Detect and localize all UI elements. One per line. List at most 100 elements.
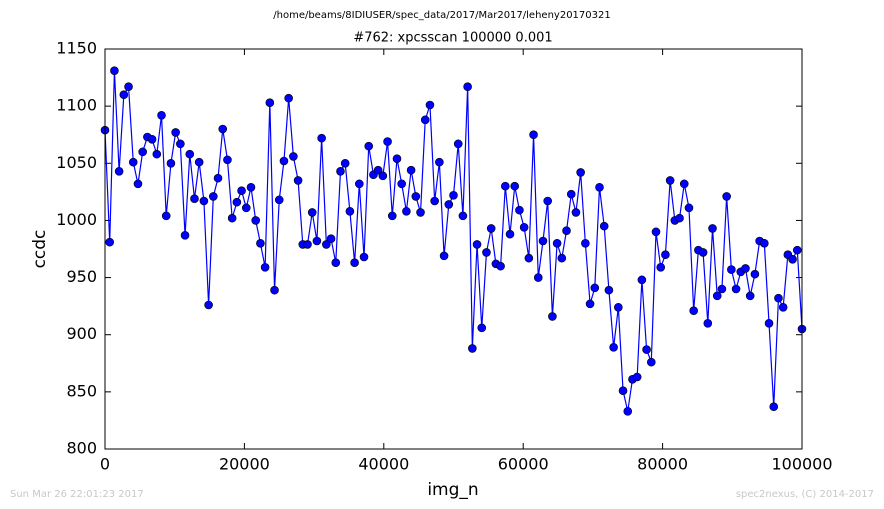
data-point [378, 171, 388, 181]
y-tick-label: 850 [66, 381, 97, 400]
data-point [185, 149, 195, 159]
data-point [486, 224, 496, 233]
data-point [646, 357, 656, 367]
data-point [430, 196, 439, 206]
data-point [293, 176, 303, 185]
data-point [637, 275, 647, 285]
data-point [444, 200, 454, 209]
data-point [482, 248, 491, 257]
data-point [590, 283, 600, 293]
data-point [712, 291, 722, 301]
data-point [510, 181, 520, 191]
data-point [364, 141, 374, 151]
data-point [477, 323, 487, 333]
data-point [373, 165, 383, 175]
data-point [792, 245, 802, 255]
data-point [665, 176, 675, 185]
data-point [543, 196, 552, 206]
data-point [524, 253, 534, 263]
data-point [778, 302, 788, 312]
data-point [519, 222, 529, 232]
data-point [708, 224, 717, 233]
data-point [684, 203, 694, 213]
data-point [599, 221, 609, 231]
data-point [355, 179, 364, 189]
data-point [322, 240, 331, 249]
x-tick-label: 20000 [219, 455, 270, 474]
data-point [722, 192, 731, 201]
data-point [453, 139, 463, 149]
data-point [750, 269, 760, 279]
data-point [350, 258, 359, 268]
data-point [576, 168, 585, 177]
data-point [562, 226, 571, 236]
data-point [717, 284, 727, 294]
data-point [397, 179, 406, 189]
data-point [661, 250, 670, 260]
data-point [246, 182, 256, 192]
data-point [119, 90, 129, 100]
data-point [317, 133, 326, 143]
data-point [237, 186, 246, 196]
data-point [548, 312, 557, 321]
data-point [289, 152, 298, 161]
data-point [406, 165, 416, 175]
data-point [505, 229, 515, 239]
data-point [303, 240, 312, 249]
data-point [256, 238, 265, 248]
data-point [190, 194, 199, 204]
y-tick-label: 1000 [56, 210, 97, 229]
data-point [194, 157, 204, 167]
chart-title: /home/beams/8IDIUSER/spec_data/2017/Mar2… [273, 10, 610, 21]
data-point [105, 237, 115, 247]
data-point [496, 261, 505, 271]
footer-right: spec2nexus, (C) 2014-2017 [736, 489, 874, 500]
data-point [642, 345, 651, 354]
data-point [270, 285, 279, 295]
data-point [774, 293, 783, 303]
data-point [166, 158, 176, 168]
data-point [552, 238, 562, 248]
data-point [557, 253, 567, 263]
data-point [632, 372, 642, 382]
data-point [769, 402, 779, 412]
data-point [209, 192, 218, 201]
y-tick-label: 800 [66, 439, 97, 458]
data-point [741, 264, 750, 273]
data-point [468, 344, 477, 353]
x-tick-label: 40000 [358, 455, 409, 474]
data-point [623, 406, 633, 416]
data-point [223, 155, 232, 165]
data-point [251, 216, 261, 225]
x-axis-label: img_n [427, 480, 478, 500]
x-tick-label: 60000 [498, 455, 549, 474]
data-point [336, 166, 345, 176]
data-point [435, 157, 444, 167]
data-point [241, 203, 251, 213]
data-point [171, 128, 180, 137]
data-point [213, 173, 223, 183]
data-point [161, 211, 171, 221]
data-point [147, 134, 157, 144]
data-point [204, 300, 213, 310]
data-point [656, 262, 666, 272]
data-point [411, 192, 421, 201]
data-point [402, 206, 411, 216]
data-point [529, 130, 538, 140]
data-point [760, 238, 769, 248]
data-point [745, 291, 755, 301]
data-point [340, 158, 350, 168]
y-tick-label: 1050 [56, 153, 97, 172]
data-point [284, 93, 293, 103]
plot-frame [104, 48, 803, 450]
data-point [359, 252, 369, 262]
data-point [515, 205, 524, 215]
data-point [128, 157, 138, 167]
data-point [416, 208, 425, 217]
data-point [449, 190, 458, 200]
data-point [152, 149, 162, 159]
data-point [392, 154, 402, 164]
data-point [501, 181, 510, 191]
data-point [703, 318, 713, 328]
